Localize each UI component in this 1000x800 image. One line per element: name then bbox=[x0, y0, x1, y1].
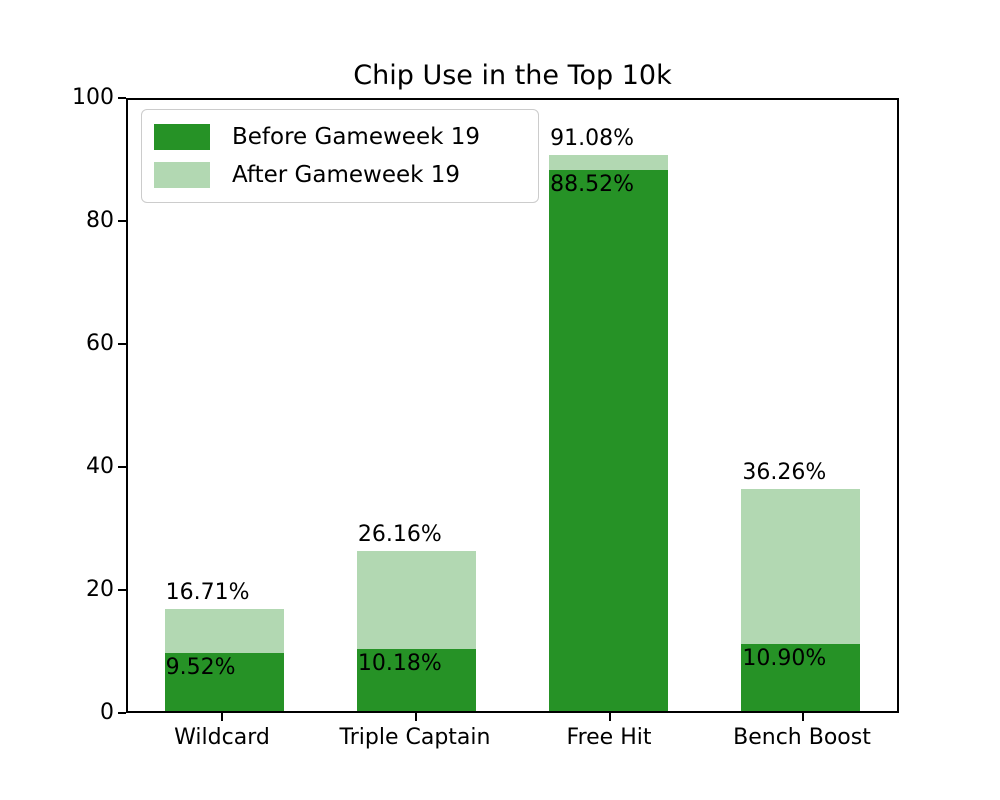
value-label-after-bench-boost: 36.26% bbox=[742, 460, 827, 486]
y-axis-tick-label: 80 bbox=[86, 208, 114, 233]
plot-area: 16.71% 9.52% 26.16% 10.18% 91.08% 88.52%… bbox=[126, 98, 899, 713]
value-label-before-wildcard: 9.52% bbox=[165, 654, 236, 680]
bar-group-bench-boost: 36.26% 10.90% bbox=[741, 100, 861, 711]
bar-before-bench-boost bbox=[741, 644, 861, 711]
bar-group-free-hit: 91.08% 88.52% bbox=[549, 100, 669, 711]
y-axis-tick-mark bbox=[118, 343, 126, 345]
legend-swatch-after-icon bbox=[154, 162, 210, 188]
x-axis-tick-mark bbox=[802, 713, 804, 721]
bar-before-triple-captain bbox=[356, 648, 476, 711]
y-axis-tick-label: 20 bbox=[86, 577, 114, 602]
x-axis-tick-label-wildcard: Wildcard bbox=[174, 725, 270, 750]
x-axis-tick-mark bbox=[609, 713, 611, 721]
legend-label-after: After Gameweek 19 bbox=[232, 162, 461, 188]
y-axis-tick-mark bbox=[118, 97, 126, 99]
value-label-before-free-hit: 88.52% bbox=[550, 172, 635, 198]
value-label-after-free-hit: 91.08% bbox=[550, 125, 635, 151]
x-axis-tick-label-triple-captain: Triple Captain bbox=[339, 725, 491, 750]
y-axis-tick-label: 40 bbox=[86, 454, 114, 479]
y-axis-tick-label: 100 bbox=[72, 85, 114, 110]
x-axis-tick-label-bench-boost: Bench Boost bbox=[733, 725, 871, 750]
y-axis-tick-mark bbox=[118, 466, 126, 468]
x-axis-tick-mark bbox=[415, 713, 417, 721]
y-axis-tick-mark bbox=[118, 712, 126, 714]
value-label-before-triple-captain: 10.18% bbox=[357, 650, 442, 676]
y-axis-tick-label: 0 bbox=[100, 700, 114, 725]
legend-row-before: Before Gameweek 19 bbox=[154, 124, 526, 150]
bar-group-wildcard: 16.71% 9.52% bbox=[164, 100, 284, 711]
value-label-before-bench-boost: 10.90% bbox=[742, 646, 827, 672]
legend: Before Gameweek 19 After Gameweek 19 bbox=[141, 109, 539, 203]
chart-title: Chip Use in the Top 10k bbox=[353, 60, 672, 91]
legend-label-before: Before Gameweek 19 bbox=[232, 124, 480, 150]
y-axis-tick-label: 60 bbox=[86, 331, 114, 356]
y-axis-tick-mark bbox=[118, 589, 126, 591]
value-label-after-triple-captain: 26.16% bbox=[357, 522, 442, 548]
legend-row-after: After Gameweek 19 bbox=[154, 162, 526, 188]
bar-before-free-hit bbox=[549, 170, 669, 711]
bar-group-triple-captain: 26.16% 10.18% bbox=[356, 100, 476, 711]
legend-swatch-before-icon bbox=[154, 124, 210, 150]
y-axis-tick-mark bbox=[118, 220, 126, 222]
bar-before-wildcard bbox=[164, 652, 284, 711]
x-axis-tick-label-free-hit: Free Hit bbox=[566, 725, 652, 750]
value-label-after-wildcard: 16.71% bbox=[165, 579, 250, 605]
x-axis-tick-mark bbox=[221, 713, 223, 721]
